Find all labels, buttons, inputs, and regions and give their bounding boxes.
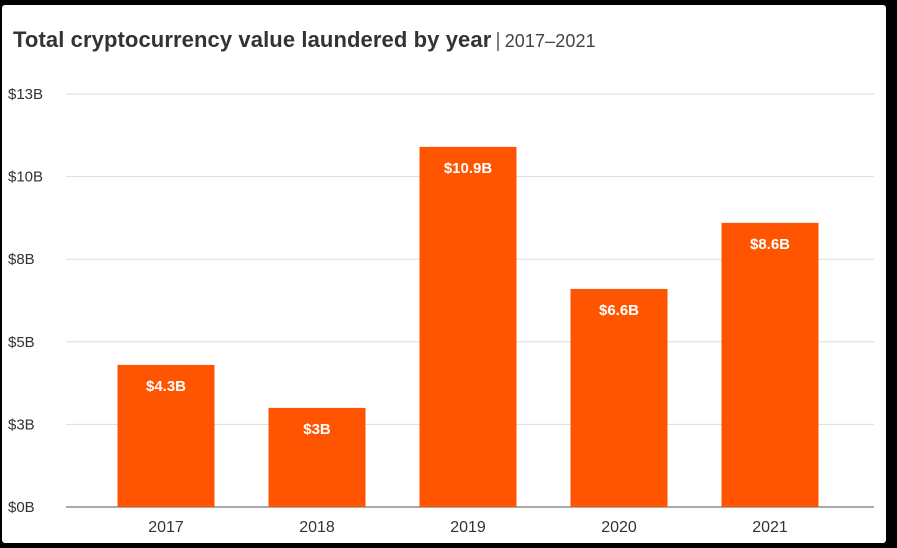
y-tick-label: $10B: [8, 169, 43, 186]
bar-data-label: $4.3B: [146, 378, 186, 395]
bar: [117, 364, 215, 507]
x-tick-label: 2021: [752, 519, 788, 536]
x-tick-label: 2019: [450, 519, 486, 536]
bar-data-label: $3B: [303, 421, 331, 438]
bar: [721, 222, 819, 507]
bar: [268, 407, 366, 507]
bar-data-label: $10.9B: [444, 160, 493, 177]
x-tick-label: 2017: [148, 519, 184, 536]
title-separator: |: [495, 30, 501, 52]
bar-data-label: $6.6B: [599, 302, 639, 319]
chart-title-line: Total cryptocurrency value laundered by …: [13, 27, 596, 53]
bar-chart: $0B $3B $5B $8B $10B $13B $4.3B 2017 $3B 2018 $10.…: [8, 86, 874, 536]
chart-title: Total cryptocurrency value laundered by …: [13, 27, 492, 52]
y-tick-label: $5B: [8, 334, 35, 351]
y-tick-label: $13B: [8, 86, 43, 103]
y-tick-label: $3B: [8, 416, 35, 433]
bar-data-label: $8.6B: [750, 236, 790, 253]
y-tick-label: $0B: [8, 499, 35, 516]
chart-card: Total cryptocurrency value laundered by …: [2, 5, 886, 543]
x-tick-label: 2020: [601, 519, 637, 536]
chart-subtitle: 2017–2021: [504, 31, 596, 51]
bar: [570, 288, 668, 507]
x-tick-label: 2018: [299, 519, 335, 536]
bar: [419, 146, 517, 507]
y-tick-label: $8B: [8, 251, 35, 268]
